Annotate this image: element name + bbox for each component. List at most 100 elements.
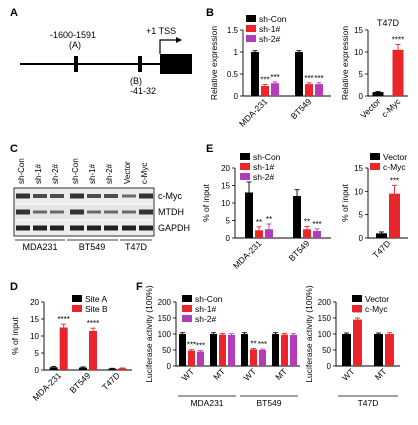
significance-label: ***	[312, 220, 321, 229]
legend-swatch	[246, 15, 256, 22]
y-tick-label: 0	[359, 234, 364, 243]
group-label-bt549: BT549	[79, 242, 106, 252]
bar	[259, 350, 266, 366]
site-b-label: (B)	[130, 76, 142, 86]
y-axis-label: Relative expression	[340, 26, 350, 100]
legend-swatch	[370, 153, 380, 160]
blot-bands	[16, 193, 153, 231]
site-b-marker	[138, 56, 142, 72]
legend-label: c-Myc	[365, 304, 388, 314]
blot-band	[50, 210, 64, 214]
group-label: T47D	[358, 398, 379, 408]
bar	[315, 84, 323, 96]
legend-label: Vector	[383, 152, 407, 162]
blot-band	[70, 209, 84, 215]
bar	[241, 334, 248, 366]
significance-label: ****	[392, 36, 404, 45]
bar	[210, 334, 217, 366]
bar	[245, 192, 253, 238]
legend-label: sh-1#	[253, 162, 275, 172]
x-tick-label: MT	[373, 366, 389, 382]
lane-labels: sh-Con sh-1# sh-2# sh-Con sh-1# sh-2# Vector c-…	[17, 158, 149, 184]
bar	[255, 230, 263, 238]
bar	[305, 84, 313, 96]
tss-arrowhead	[176, 37, 182, 43]
significance-label: **	[250, 339, 256, 348]
group-label: MDA231	[190, 398, 223, 408]
site-a-position: -1600-1591	[50, 30, 96, 40]
y-tick-label: 0	[234, 92, 239, 101]
blot-band	[122, 210, 136, 214]
legend-swatch	[246, 35, 256, 42]
bar	[313, 231, 321, 238]
legend-label: sh-2#	[259, 34, 281, 44]
y-tick-label: 200	[158, 298, 172, 307]
bar	[303, 229, 311, 238]
lane-label: sh-1#	[34, 163, 43, 184]
panel-letter-a: A	[10, 7, 18, 19]
lane-label: c-Myc	[140, 163, 149, 184]
blot-band	[104, 194, 118, 198]
bar	[372, 92, 384, 96]
blot-band	[33, 194, 47, 198]
blot-band	[122, 194, 136, 198]
bar	[389, 193, 400, 238]
y-tick-label: 20	[221, 164, 230, 173]
x-tick-label: BT549	[68, 370, 93, 395]
bar	[108, 368, 117, 370]
y-tick-label: 0	[167, 362, 172, 371]
legend-swatch	[182, 295, 192, 302]
y-tick-label: 5	[359, 70, 364, 79]
bar	[376, 233, 387, 238]
y-tick-label: 0	[327, 362, 332, 371]
significance-label: ***	[258, 340, 267, 349]
significance-label: ***	[187, 341, 196, 350]
bar	[385, 334, 394, 366]
panel-letter-d: D	[10, 281, 18, 293]
legend-label: sh-Con	[259, 14, 287, 24]
y-tick-label: 0	[359, 92, 364, 101]
promoter-diagram: -1600-1591 (A) +1 TSS (B) -41-32	[20, 26, 192, 96]
significance-label: ***	[304, 74, 313, 83]
legend-label: sh-Con	[253, 152, 281, 162]
bar	[251, 52, 259, 96]
legend-label: Site A	[85, 294, 108, 304]
y-tick-label: 150	[318, 314, 332, 323]
y-tick-label: 1.5	[227, 26, 239, 35]
group-label: BT549	[256, 398, 281, 408]
y-tick-label: 10	[30, 332, 39, 341]
site-b-position: -41-32	[130, 86, 156, 96]
y-axis-label: % of input	[340, 183, 350, 221]
blot-band	[16, 225, 30, 231]
significance-label: ***	[270, 73, 279, 82]
lane-label: sh-2#	[51, 163, 60, 184]
row-label-cmyc: c-Myc	[158, 191, 182, 201]
blot-band	[87, 225, 101, 231]
significance-label: ***	[353, 309, 362, 318]
legend-label: sh-2#	[253, 172, 275, 182]
x-tick-label: WT	[179, 366, 195, 382]
y-tick-label: 200	[318, 298, 332, 307]
x-tick-label: MT	[273, 366, 289, 382]
legend-swatch	[352, 295, 362, 302]
site-a-label: (A)	[69, 40, 81, 50]
x-tick-label: BT549	[289, 96, 314, 121]
lane-label: sh-1#	[88, 163, 97, 184]
blot-band	[87, 210, 101, 214]
y-tick-label: 100	[158, 330, 172, 339]
significance-label: ***	[196, 342, 205, 351]
y-tick-label: 1	[234, 48, 239, 57]
bar	[59, 327, 68, 370]
y-tick-label: 5	[226, 217, 231, 226]
bar	[281, 334, 288, 366]
legend-label: sh-1#	[195, 304, 217, 314]
blot-band	[122, 225, 136, 231]
legend-label: sh-1#	[259, 24, 281, 34]
bar	[118, 368, 127, 370]
legend-swatch	[182, 315, 192, 322]
x-tick-label: c-Myc	[379, 96, 403, 120]
y-tick-label: 20	[30, 298, 39, 307]
bar	[89, 330, 97, 370]
y-tick-label: 15	[221, 182, 230, 191]
bar	[79, 367, 87, 370]
